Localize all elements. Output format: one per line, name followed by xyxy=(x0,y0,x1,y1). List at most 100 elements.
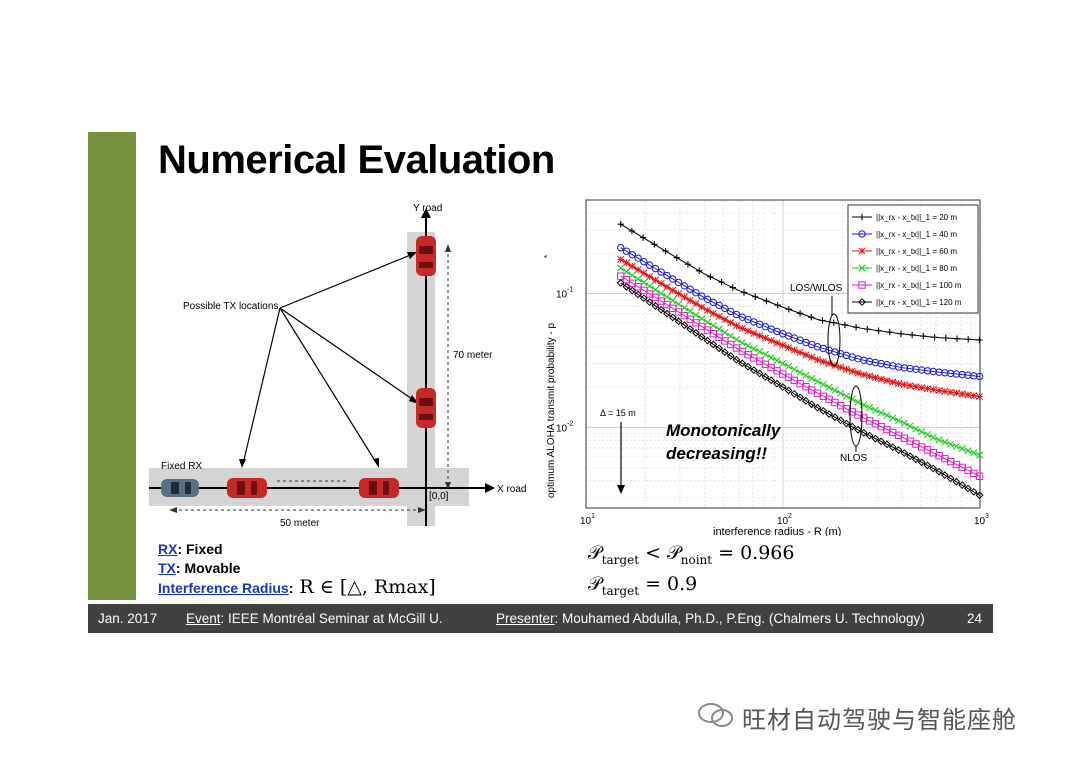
data-point xyxy=(669,275,677,283)
data-point xyxy=(975,491,984,500)
data-point xyxy=(738,324,746,333)
legend-entry: ||x_rx - x_tx||_1 = 60 m xyxy=(876,247,957,256)
data-point xyxy=(715,312,723,321)
data-point xyxy=(976,392,984,401)
data-point xyxy=(686,325,695,333)
formula-p1: 𝒫 xyxy=(588,542,602,564)
data-point xyxy=(709,298,718,307)
event-link[interactable]: Event xyxy=(186,611,221,626)
data-point xyxy=(920,332,927,340)
footer-event: Event: IEEE Montréal Seminar at McGill U… xyxy=(186,611,443,626)
radius-link[interactable]: Interference Radius xyxy=(158,580,289,596)
tx-text: : Movable xyxy=(175,560,241,576)
data-point xyxy=(622,247,631,255)
data-point xyxy=(662,247,669,255)
data-point xyxy=(858,247,866,255)
data-point xyxy=(864,325,871,333)
data-point xyxy=(819,406,828,415)
data-point xyxy=(912,425,920,433)
data-point xyxy=(871,434,880,443)
rx-link[interactable]: RX xyxy=(158,541,178,557)
data-point xyxy=(941,387,949,395)
data-point xyxy=(802,351,810,359)
y-road-label: Y road xyxy=(413,203,442,214)
data-point xyxy=(732,355,741,364)
mono-label-line1: Monotonically xyxy=(666,421,782,440)
data-point xyxy=(813,377,822,386)
data-point xyxy=(703,336,712,345)
data-point xyxy=(842,392,851,400)
data-point xyxy=(763,297,770,305)
data-point xyxy=(941,369,949,377)
data-point xyxy=(906,422,914,430)
data-point xyxy=(837,363,845,371)
legend-entry: ||x_rx - x_tx||_1 = 100 m xyxy=(876,281,962,290)
x-tick-exp: 3 xyxy=(985,513,989,520)
data-point xyxy=(848,395,856,403)
accent-bar xyxy=(88,132,136,600)
data-point xyxy=(628,227,636,235)
data-point xyxy=(680,321,689,330)
data-point xyxy=(779,359,787,368)
delta-arrowhead xyxy=(617,485,625,494)
radius-math: R ∈ [△, Rmax] xyxy=(299,576,436,598)
data-point xyxy=(628,250,636,259)
data-point xyxy=(952,477,961,486)
data-point xyxy=(616,279,625,287)
data-point xyxy=(721,316,729,324)
data-point xyxy=(721,304,729,313)
series-line xyxy=(620,282,981,496)
legend-entry: ||x_rx - x_tx||_1 = 120 m xyxy=(876,298,962,307)
data-point xyxy=(923,367,932,375)
data-point xyxy=(958,445,966,453)
formula-p1-sub: target xyxy=(601,552,640,567)
data-point xyxy=(752,293,759,300)
data-point xyxy=(738,359,747,368)
data-point xyxy=(695,267,703,275)
data-point xyxy=(912,455,920,464)
tx-link[interactable]: TX xyxy=(158,560,176,576)
data-point xyxy=(645,298,654,307)
data-point xyxy=(651,241,658,248)
presenter-text: : Mouhamed Abdulla, Ph.D., P.Eng. (Chalm… xyxy=(554,611,925,626)
data-point xyxy=(952,370,961,378)
data-point xyxy=(964,371,972,379)
formula-line-2: 𝒫target = 0.9 xyxy=(588,573,697,598)
data-point xyxy=(906,452,915,461)
data-point xyxy=(709,309,717,317)
wechat-icon xyxy=(698,703,733,727)
data-point xyxy=(628,262,636,270)
presenter-link[interactable]: Presenter xyxy=(496,611,555,626)
data-point xyxy=(886,329,893,336)
aloha-chart: 10 1 10 2 10 3 10 -1 10 -2 interference radius - R… xyxy=(538,190,990,538)
legend-entry: ||x_rx - x_tx||_1 = 40 m xyxy=(876,230,957,239)
data-point xyxy=(740,289,748,296)
legend-entry: ||x_rx - x_tx||_1 = 80 m xyxy=(876,264,957,273)
data-point xyxy=(773,356,781,365)
data-point xyxy=(889,378,897,386)
x-road-label: X road xyxy=(497,484,526,495)
los-ellipse xyxy=(827,313,841,367)
data-point xyxy=(729,284,736,291)
data-point xyxy=(796,310,804,317)
data-point xyxy=(727,319,735,327)
data-point xyxy=(935,386,943,395)
data-point xyxy=(692,288,700,297)
data-point xyxy=(732,310,741,319)
formula-p3-sub: target xyxy=(601,583,640,598)
data-point xyxy=(622,259,631,267)
data-point xyxy=(830,413,839,422)
data-point xyxy=(946,369,955,378)
data-point xyxy=(860,371,868,379)
data-point xyxy=(773,379,781,388)
data-point xyxy=(923,461,932,470)
data-point xyxy=(756,348,764,356)
formula-lt: < 𝒫 xyxy=(639,542,681,564)
data-point xyxy=(663,283,671,291)
data-point xyxy=(790,365,798,374)
data-point xyxy=(692,300,700,308)
data-point xyxy=(767,353,775,362)
data-point xyxy=(732,322,741,330)
formula-p2-sub: noint xyxy=(680,552,713,567)
notes-block: RX: Fixed TX: Movable Interference Radiu… xyxy=(158,540,436,598)
